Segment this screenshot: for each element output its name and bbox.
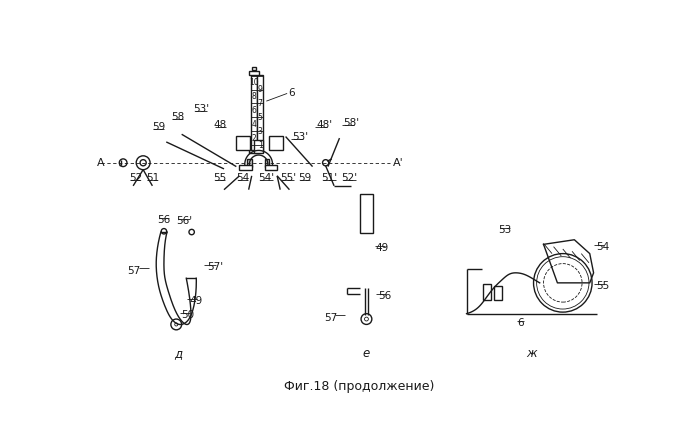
Text: 6: 6 [288, 89, 295, 98]
Text: 1: 1 [258, 141, 262, 150]
Text: 52': 52' [342, 173, 358, 183]
Circle shape [323, 160, 329, 166]
Text: 53: 53 [498, 226, 512, 235]
Bar [254, 140, 263, 154]
Text: 48': 48' [316, 120, 332, 130]
Bar [237, 136, 250, 150]
Text: 59: 59 [298, 173, 312, 183]
Text: д: д [174, 347, 182, 360]
Text: 57: 57 [324, 312, 337, 323]
Circle shape [365, 317, 368, 321]
Bar [247, 159, 252, 166]
Text: 56: 56 [378, 291, 391, 301]
Text: 55: 55 [214, 173, 227, 183]
Circle shape [361, 314, 372, 324]
Text: 10: 10 [249, 78, 259, 87]
Text: 8: 8 [252, 92, 256, 101]
Circle shape [136, 156, 150, 170]
Bar [270, 136, 284, 150]
Text: 6: 6 [517, 318, 524, 328]
Text: 53': 53' [193, 104, 209, 114]
Text: 55: 55 [596, 281, 609, 291]
Bar [494, 286, 502, 300]
Text: 56': 56' [176, 216, 192, 226]
Circle shape [119, 159, 127, 166]
Text: 2: 2 [252, 134, 256, 142]
Text: 57: 57 [127, 266, 141, 275]
Text: 54': 54' [258, 173, 274, 183]
Text: 50: 50 [182, 310, 195, 320]
Text: Фиг.18 (продолжение): Фиг.18 (продолжение) [284, 380, 434, 392]
Circle shape [175, 323, 178, 326]
Circle shape [171, 319, 181, 330]
Text: 4: 4 [251, 120, 256, 129]
Text: 9: 9 [258, 85, 262, 94]
Circle shape [140, 160, 146, 166]
Text: ж: ж [526, 347, 538, 360]
Text: 58: 58 [172, 112, 184, 121]
Text: 59: 59 [152, 121, 165, 132]
Text: е: е [363, 347, 370, 360]
Text: 51: 51 [146, 173, 159, 183]
Bar [360, 194, 372, 233]
Bar [248, 150, 260, 154]
Text: 54: 54 [237, 173, 250, 183]
Bar [252, 67, 256, 70]
Text: 3: 3 [258, 127, 262, 136]
Text: 49: 49 [376, 243, 389, 253]
Text: 5: 5 [258, 113, 262, 122]
Bar [265, 159, 270, 166]
Text: 52: 52 [129, 173, 142, 183]
Bar [265, 165, 277, 170]
Text: 51': 51' [321, 173, 337, 183]
Text: 53': 53' [292, 132, 308, 142]
Text: A': A' [393, 158, 404, 168]
Bar [249, 71, 258, 75]
Text: 55': 55' [280, 173, 296, 183]
Circle shape [189, 229, 195, 235]
Bar [257, 75, 263, 152]
Text: 58': 58' [344, 117, 360, 128]
Text: 54: 54 [596, 243, 609, 252]
Bar [251, 75, 257, 152]
Circle shape [161, 229, 167, 234]
Circle shape [537, 257, 589, 309]
Bar [484, 284, 491, 300]
Text: A: A [97, 158, 104, 168]
Circle shape [543, 263, 582, 302]
Bar [239, 165, 252, 170]
Text: 49: 49 [189, 296, 202, 306]
Text: 56: 56 [158, 215, 171, 226]
Text: 7: 7 [258, 99, 262, 108]
Text: 48: 48 [214, 120, 227, 130]
Circle shape [533, 254, 592, 312]
Text: 6: 6 [251, 106, 256, 115]
Text: 57': 57' [207, 263, 223, 272]
